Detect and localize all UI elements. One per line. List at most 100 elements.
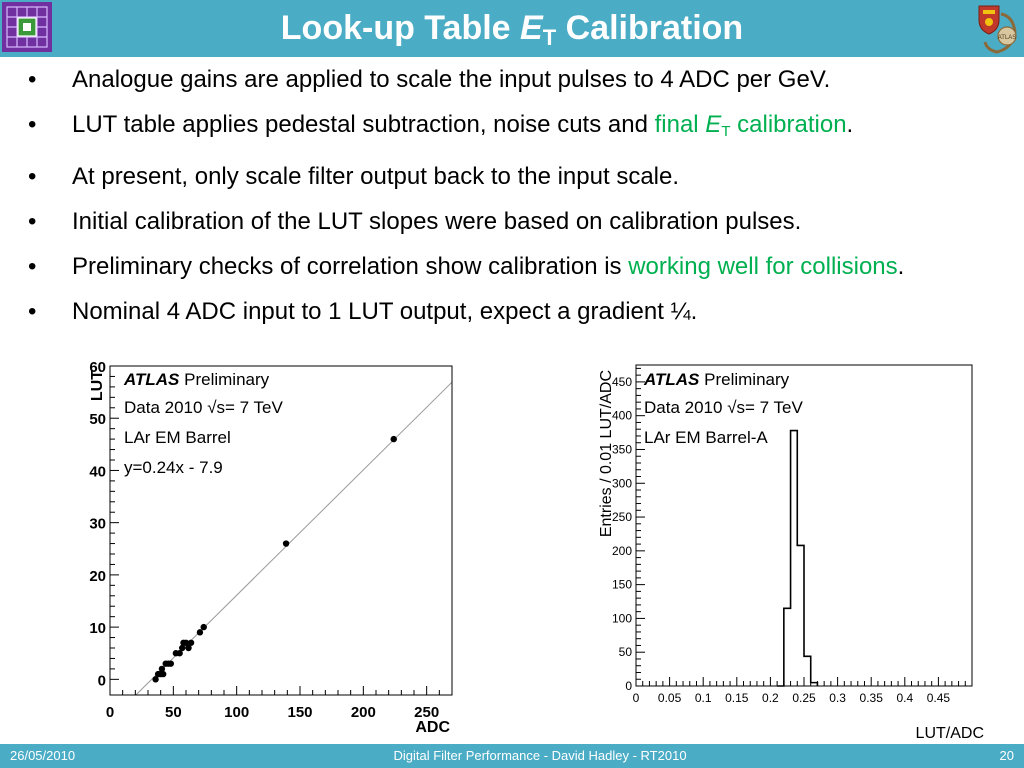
y-axis-label: Entries / 0.01 LUT/ADC — [598, 370, 615, 537]
y-tick-label: 10 — [89, 620, 106, 637]
status-label: Preliminary — [179, 370, 269, 389]
data-suffix: s= 7 TeV — [217, 398, 284, 417]
bullet-text: Preliminary checks of correlation show c… — [72, 253, 629, 280]
y-tick-label: 450 — [612, 375, 632, 389]
chart-header: ATLAS Preliminary — [643, 370, 790, 389]
title-subscript: T — [542, 25, 557, 50]
x-axis-label: ADC — [415, 719, 450, 736]
histogram-bar — [791, 431, 798, 686]
data-point — [187, 639, 195, 646]
y-tick-label: 40 — [89, 463, 106, 480]
title-variable: E — [520, 9, 543, 47]
y-tick-label: 50 — [89, 411, 106, 428]
bullet-item: At present, only scale filter output bac… — [28, 159, 988, 195]
region-label: LAr EM Barrel-A — [644, 428, 768, 447]
sqrt-symbol: √ — [207, 398, 217, 417]
x-tick-label: 0.35 — [860, 691, 884, 705]
data-suffix: s= 7 TeV — [737, 398, 804, 417]
histogram-bar — [797, 545, 804, 686]
title-main: Look-up Table — [280, 9, 521, 47]
x-tick-label: 50 — [165, 704, 182, 721]
bullet-item: LUT table applies pedestal subtraction, … — [28, 107, 988, 150]
data-prefix: Data 2010 — [644, 398, 727, 417]
bullet-text-end: . — [897, 253, 905, 280]
experiment-label: ATLAS — [123, 370, 180, 389]
crest-logo-icon: ATLAS — [978, 5, 1017, 54]
x-tick-label: 0.4 — [896, 691, 913, 705]
y-tick-label: 300 — [612, 476, 632, 490]
bullet-text: Analogue gains are applied to scale the … — [72, 66, 831, 93]
highlight-text: final ET calibration — [654, 111, 847, 140]
histogram-bar — [784, 608, 791, 686]
data-point — [282, 540, 290, 547]
histogram-chart: Entries / 0.01 LUT/ADC LUT/ADC ATLAS Pre… — [598, 364, 984, 742]
bullet-text: Initial calibration of the LUT slopes we… — [72, 208, 802, 235]
y-axis-label: LUT — [89, 370, 106, 401]
y-tick-label: 50 — [619, 645, 633, 659]
x-axis-label: LUT/ADC — [916, 725, 984, 742]
slide-title: Look-up Table ET Calibration — [0, 0, 1024, 57]
footer-center: Digital Filter Performance - David Hadle… — [393, 748, 687, 763]
highlight-text: working well for collisions — [628, 253, 898, 280]
chart-header: ATLAS Preliminary — [123, 370, 270, 389]
bullet-text-end: . — [846, 111, 854, 138]
x-tick-label: 0 — [633, 691, 640, 705]
status-label: Preliminary — [699, 370, 789, 389]
x-tick-label: 0.25 — [792, 691, 816, 705]
bullet-item: Nominal 4 ADC input to 1 LUT output, exp… — [28, 294, 988, 330]
sqrt-symbol: √ — [727, 398, 737, 417]
data-point — [167, 660, 174, 667]
x-tick-label: 0.2 — [762, 691, 779, 705]
footer-date: 26/05/2010 — [10, 748, 76, 763]
region-label: LAr EM Barrel — [124, 428, 231, 447]
data-point — [200, 623, 207, 631]
x-tick-label: 0.05 — [658, 691, 682, 705]
data-prefix: Data 2010 — [124, 398, 207, 417]
data-point — [176, 650, 183, 657]
bullet-text: At present, only scale filter output bac… — [72, 163, 680, 190]
y-tick-label: 100 — [612, 611, 632, 625]
experiment-label: ATLAS — [643, 370, 700, 389]
y-tick-label: 150 — [612, 578, 632, 592]
bullet-text: Nominal 4 ADC input to 1 LUT output, exp… — [72, 298, 698, 325]
fit-label: y=0.24x - 7.9 — [124, 458, 223, 477]
bullet-list: Analogue gains are applied to scale the … — [28, 62, 988, 339]
x-tick-label: 0.15 — [725, 691, 749, 705]
bullet-item: Preliminary checks of correlation show c… — [28, 249, 988, 285]
footer-page-number: 20 — [999, 748, 1014, 763]
data-point — [158, 665, 166, 673]
x-tick-label: 100 — [224, 704, 249, 721]
y-tick-label: 250 — [612, 510, 632, 524]
highlight-part: final — [654, 111, 706, 138]
x-tick-label: 0.3 — [829, 691, 846, 705]
data-label: Data 2010 √s= 7 TeV — [644, 398, 804, 417]
y-tick-label: 350 — [612, 442, 632, 456]
title-end: Calibration — [556, 9, 744, 47]
x-tick-label: 0.1 — [695, 691, 712, 705]
highlight-variable: E — [705, 111, 722, 138]
y-tick-label: 400 — [612, 409, 632, 423]
highlight-subscript: T — [721, 123, 731, 140]
y-tick-label: 200 — [612, 544, 632, 558]
data-point — [179, 644, 186, 652]
data-point — [390, 435, 397, 443]
histogram-outline — [777, 429, 819, 687]
data-point — [185, 644, 192, 652]
x-tick-label: 0.45 — [927, 691, 951, 705]
y-tick-label: 0 — [625, 679, 632, 693]
scatter-chart: LUT ADC ATLAS Preliminary Data 2010 √s= … — [89, 362, 453, 736]
data-point — [152, 676, 159, 683]
title-bar — [0, 0, 1024, 57]
bullet-item: Initial calibration of the LUT slopes we… — [28, 204, 988, 240]
y-tick-label: 20 — [89, 568, 106, 585]
x-tick-label: 0 — [106, 704, 114, 721]
data-point — [182, 639, 190, 646]
y-tick-label: 30 — [89, 516, 106, 533]
bullet-text: LUT table applies pedestal subtraction, … — [72, 111, 655, 138]
data-label: Data 2010 √s= 7 TeV — [124, 398, 284, 417]
grid-logo-icon — [2, 2, 52, 52]
highlight-part: calibration — [730, 111, 847, 138]
plot-frame — [109, 365, 453, 696]
svg-text:ATLAS: ATLAS — [998, 35, 1017, 41]
data-point — [160, 670, 167, 678]
